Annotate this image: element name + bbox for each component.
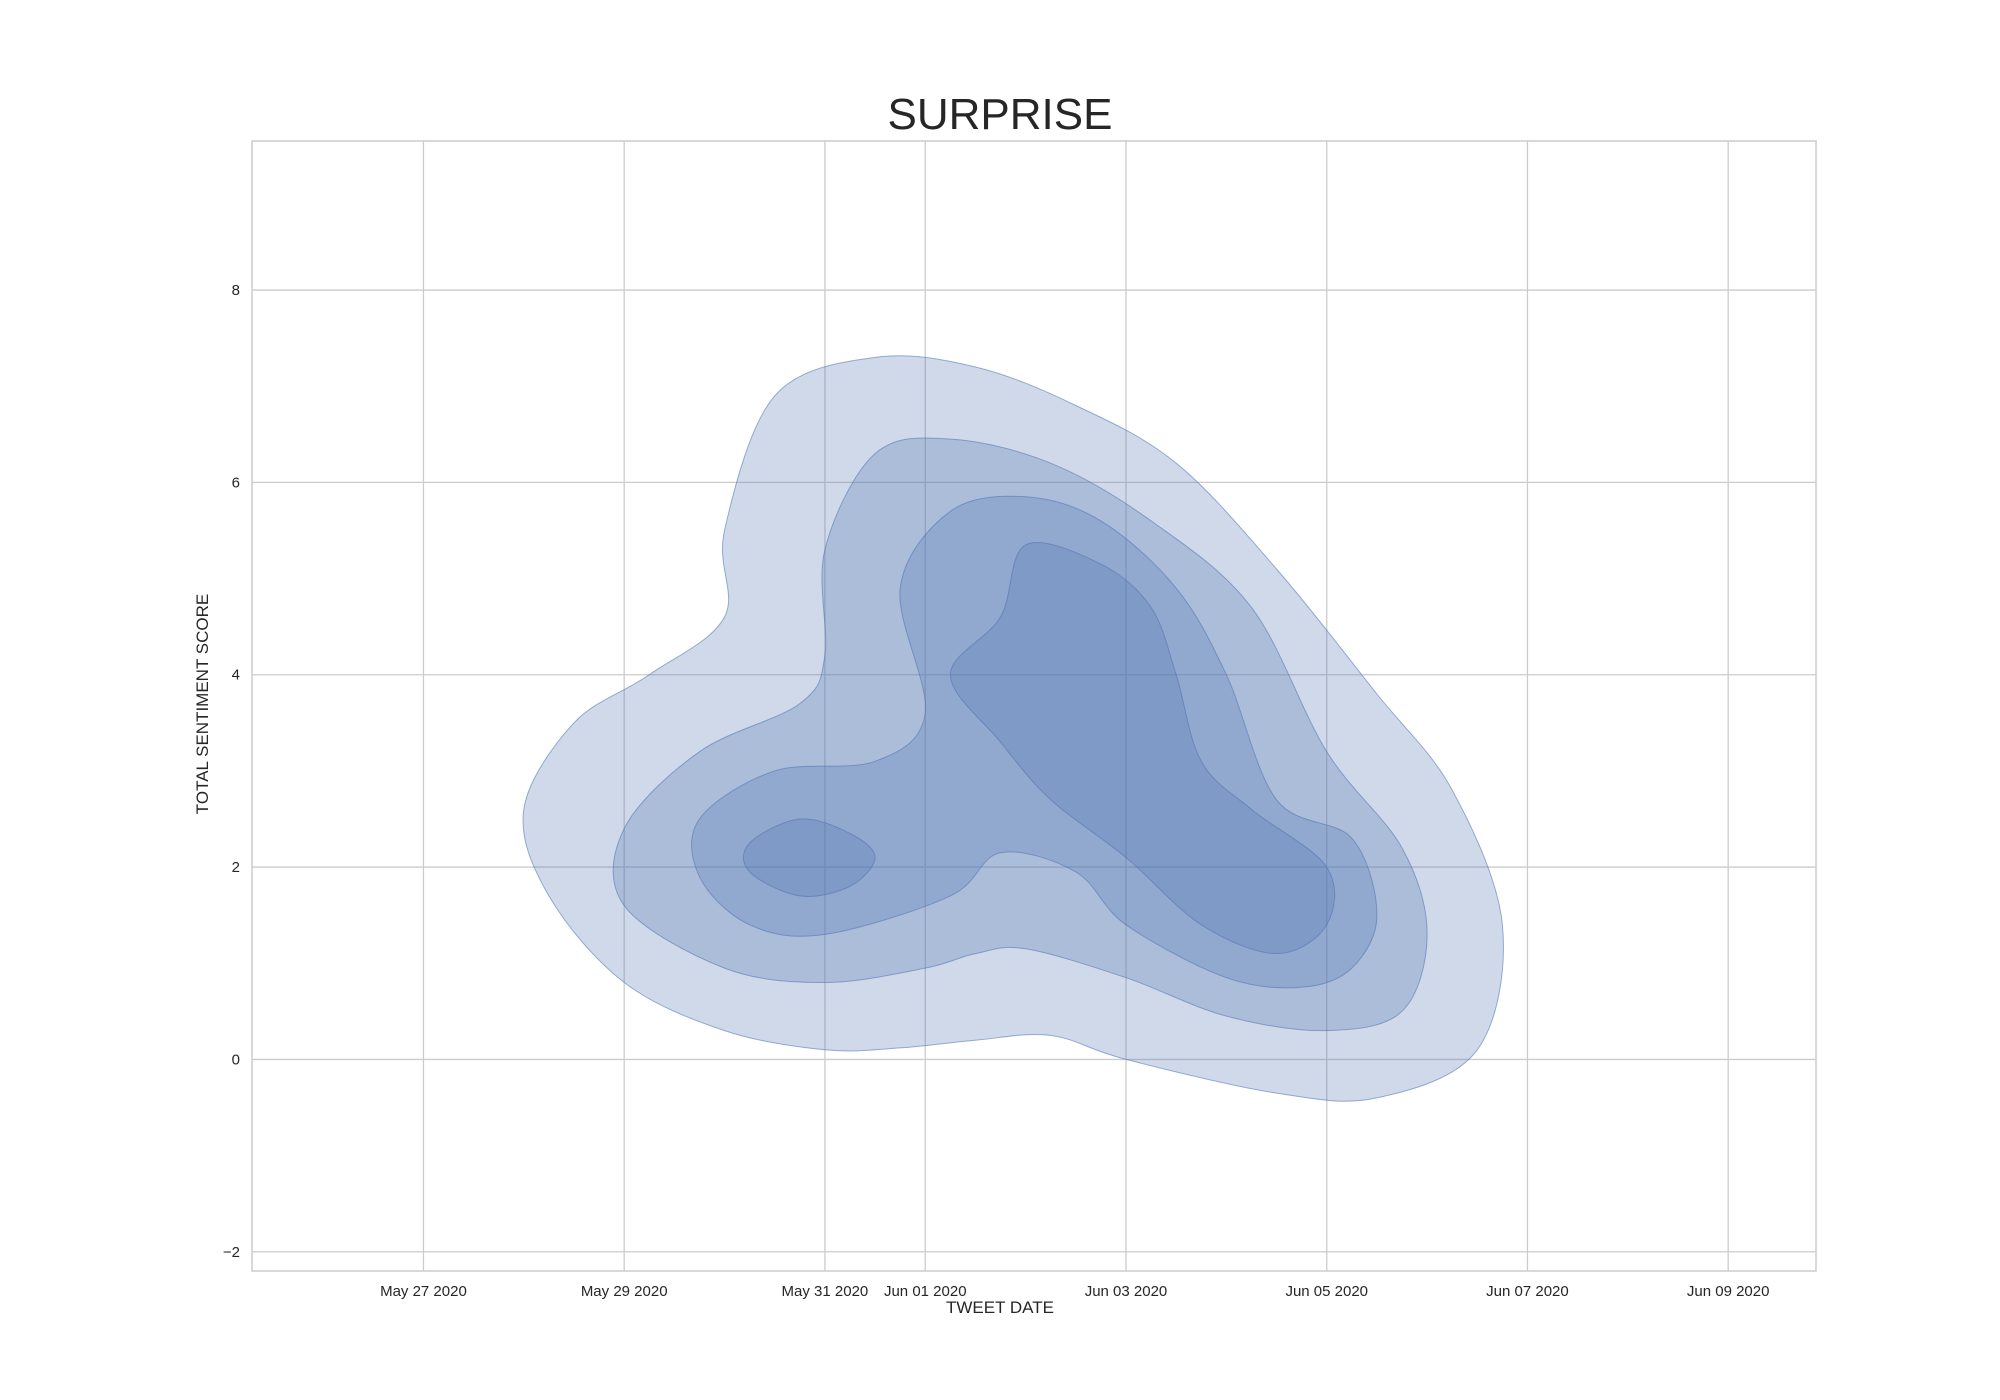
x-tick-label: Jun 01 2020: [884, 1283, 967, 1300]
x-tick-label: Jun 07 2020: [1486, 1283, 1569, 1300]
y-tick-label: 0: [232, 1051, 240, 1068]
x-tick-label: May 31 2020: [782, 1283, 869, 1300]
x-tick-label: Jun 09 2020: [1687, 1283, 1770, 1300]
grid: [252, 141, 1816, 1271]
plot-frame: [251, 140, 1817, 1272]
x-tick-label: Jun 05 2020: [1285, 1283, 1368, 1300]
y-axis-label: TOTAL SENTIMENT SCORE: [193, 593, 212, 815]
kde-contours: [522, 355, 1504, 1102]
y-tick-label: −2: [223, 1244, 240, 1261]
y-tick-label: 4: [232, 667, 240, 684]
tick-labels: May 27 2020 May 29 2020 May 31 2020 Jun 01 …: [223, 282, 1770, 1300]
x-tick-label: May 27 2020: [380, 1283, 467, 1300]
x-tick-label: May 29 2020: [581, 1283, 668, 1300]
density-contour-level-3: [691, 495, 1378, 989]
x-tick-label: Jun 03 2020: [1085, 1283, 1168, 1300]
y-tick-label: 2: [232, 859, 240, 876]
y-tick-label: 8: [232, 282, 240, 299]
y-tick-label: 6: [232, 474, 240, 491]
density-contour-level-1: [522, 355, 1504, 1102]
chart-title: SURPRISE: [887, 90, 1113, 139]
density-contour-level-4: [949, 542, 1336, 955]
x-axis-label: TWEET DATE: [946, 1298, 1054, 1317]
density-contour-level-2: [612, 437, 1428, 1032]
density-contour-level-5: [742, 818, 876, 897]
